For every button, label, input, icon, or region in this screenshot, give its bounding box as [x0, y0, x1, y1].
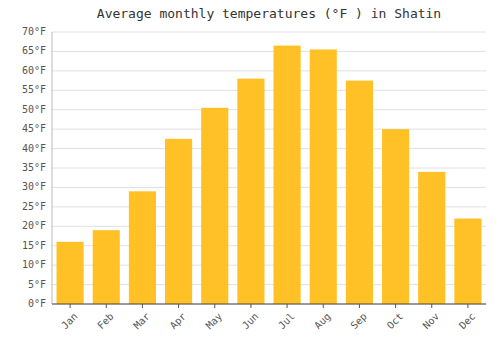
x-tick-label: Sep — [348, 311, 369, 332]
x-tick — [323, 304, 324, 308]
y-tick-label: 25°F — [22, 201, 46, 212]
x-tick-label: Jan — [59, 311, 80, 332]
x-tick — [359, 304, 360, 308]
y-tick-label: 30°F — [22, 181, 46, 192]
y-tick-label: 15°F — [22, 240, 46, 251]
y-tick-label: 20°F — [22, 220, 46, 231]
grid-line — [52, 109, 486, 110]
bar — [454, 219, 481, 304]
grid-line — [52, 129, 486, 130]
x-tick-label: Aug — [312, 311, 333, 332]
x-axis: Jan Feb Mar Apr May Jun Jul Aug Sep Oct Nov Dec — [52, 304, 486, 331]
y-tick-label: 65°F — [22, 45, 46, 56]
grid-line — [52, 168, 486, 169]
bar — [237, 79, 264, 304]
y-tick-label: 5°F — [28, 279, 46, 290]
bar — [310, 49, 337, 304]
y-tick-label: 55°F — [22, 84, 46, 95]
bar — [346, 81, 373, 304]
y-axis-line — [52, 32, 53, 304]
x-tick-label: Jun — [240, 311, 261, 332]
y-tick-label: 45°F — [22, 123, 46, 134]
bar — [201, 108, 228, 304]
x-axis-line — [52, 304, 486, 305]
bars — [57, 46, 482, 304]
grid-line — [52, 304, 486, 305]
y-tick-label: 10°F — [22, 259, 46, 270]
y-tick-label: 50°F — [22, 104, 46, 115]
y-axis: 0°F 5°F 10°F 15°F 20°F 25°F 30°F 35°F 40°F 45°F 50… — [22, 26, 52, 309]
x-tick — [250, 304, 251, 308]
bar — [382, 129, 409, 304]
grid-line — [52, 148, 486, 149]
title: Average monthly temperatures (°F ) in Sh… — [97, 6, 441, 21]
x-tick — [287, 304, 288, 308]
grid-line — [52, 90, 486, 91]
bar — [418, 172, 445, 304]
x-tick-label: Jul — [276, 311, 297, 332]
x-tick-label: Dec — [457, 311, 478, 332]
y-tick-label: 70°F — [22, 26, 46, 37]
x-tick — [142, 304, 143, 308]
x-tick — [106, 304, 107, 308]
y-tick-label: 35°F — [22, 162, 46, 173]
grid-line — [52, 51, 486, 52]
bar — [129, 191, 156, 304]
x-tick — [70, 304, 71, 308]
y-tick-label: 40°F — [22, 143, 46, 154]
x-tick — [178, 304, 179, 308]
grid-line — [52, 70, 486, 71]
x-tick-label: Oct — [385, 311, 406, 332]
x-tick — [395, 304, 396, 308]
bar — [165, 139, 192, 304]
grid — [52, 32, 486, 304]
x-tick-label: Mar — [131, 311, 152, 332]
page: {"chart_data": {"type": "bar", "title": … — [0, 0, 500, 350]
x-tick-label: Apr — [168, 311, 189, 332]
y-tick-label: 60°F — [22, 65, 46, 76]
y-tick-label: 0°F — [28, 298, 46, 309]
x-tick — [467, 304, 468, 308]
x-tick — [214, 304, 215, 308]
x-tick-label: Nov — [421, 311, 442, 332]
bar — [57, 242, 84, 304]
chart-svg: 0°F 5°F 10°F 15°F 20°F 25°F 30°F 35°F 40°F 45°F 50… — [0, 0, 500, 350]
x-tick — [431, 304, 432, 308]
bar — [274, 46, 301, 304]
bar — [93, 230, 120, 304]
x-tick-label: May — [204, 311, 225, 332]
chart-container: 0°F 5°F 10°F 15°F 20°F 25°F 30°F 35°F 40°F 45°F 50… — [0, 0, 500, 350]
grid-line — [52, 32, 486, 33]
x-tick-label: Feb — [95, 311, 116, 332]
